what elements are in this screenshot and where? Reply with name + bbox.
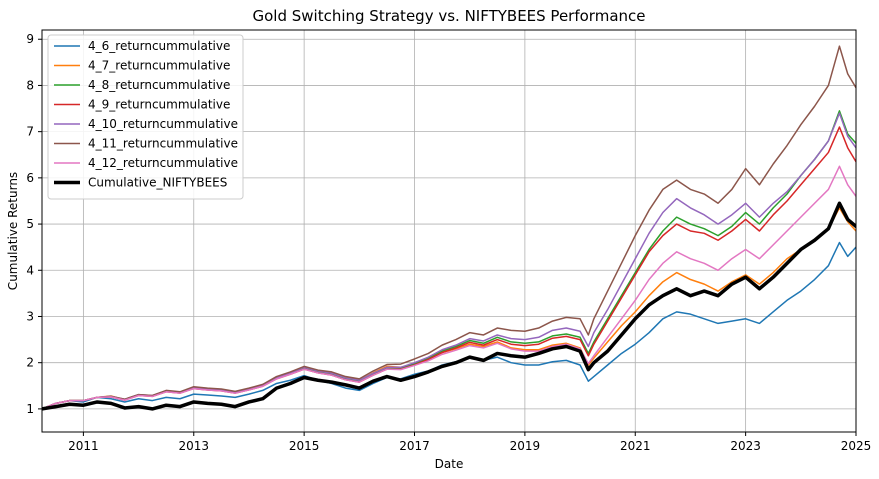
y-tick-label: 7 <box>26 125 34 139</box>
x-tick-label: 2021 <box>620 439 651 453</box>
x-tick-label: 2011 <box>68 439 99 453</box>
legend-label: 4_7_returncummulative <box>88 59 230 73</box>
y-tick-label: 3 <box>26 309 34 323</box>
legend-label: Cumulative_NIFTYBEES <box>88 176 227 190</box>
grid-lines <box>42 30 857 432</box>
y-tick-label: 6 <box>26 171 34 185</box>
x-tick-label: 2015 <box>289 439 320 453</box>
series-lines <box>42 45 856 411</box>
series-line-4-12-returncummulative <box>42 165 856 410</box>
x-axis-title: Date <box>435 457 464 471</box>
y-tick-label: 1 <box>26 402 34 416</box>
series-line-4-7-returncummulative <box>42 207 856 410</box>
x-tick-label: 2017 <box>399 439 430 453</box>
y-tick-label: 5 <box>26 217 34 231</box>
plot-frame <box>41 29 857 433</box>
series-line-4-11-returncummulative <box>42 45 856 410</box>
y-axis-ticks: 1 2 3 4 5 6 7 8 9 <box>26 32 42 416</box>
legend-label: 4_6_returncummulative <box>88 39 230 53</box>
legend-label: 4_9_returncummulative <box>88 98 230 112</box>
x-tick-label: 2023 <box>730 439 761 453</box>
x-tick-label: 2013 <box>178 439 209 453</box>
legend-label: 4_10_returncummulative <box>88 117 238 131</box>
chart-title: Gold Switching Strategy vs. NIFTYBEES Pe… <box>252 7 645 25</box>
y-tick-label: 4 <box>26 263 34 277</box>
legend-box <box>47 34 244 200</box>
y-tick-label: 9 <box>26 32 34 46</box>
y-tick-label: 2 <box>26 356 34 370</box>
series-line-cumulative-niftybees <box>42 201 856 411</box>
y-axis-title: Cumulative Returns <box>6 172 20 290</box>
series-line-4-6-returncummulative <box>42 241 856 410</box>
x-axis-ticks: 2011 2013 2015 2017 2019 2021 2023 2025 <box>68 432 871 453</box>
legend-label: 4_11_returncummulative <box>88 137 238 151</box>
legend-label: 4_12_returncummulative <box>88 156 238 170</box>
x-tick-label: 2019 <box>510 439 541 453</box>
x-tick-label: 2025 <box>841 439 872 453</box>
legend-label: 4_8_returncummulative <box>88 78 230 92</box>
legend: 4_6_returncummulative 4_7_returncummulati… <box>47 34 244 200</box>
y-tick-label: 8 <box>26 78 34 92</box>
